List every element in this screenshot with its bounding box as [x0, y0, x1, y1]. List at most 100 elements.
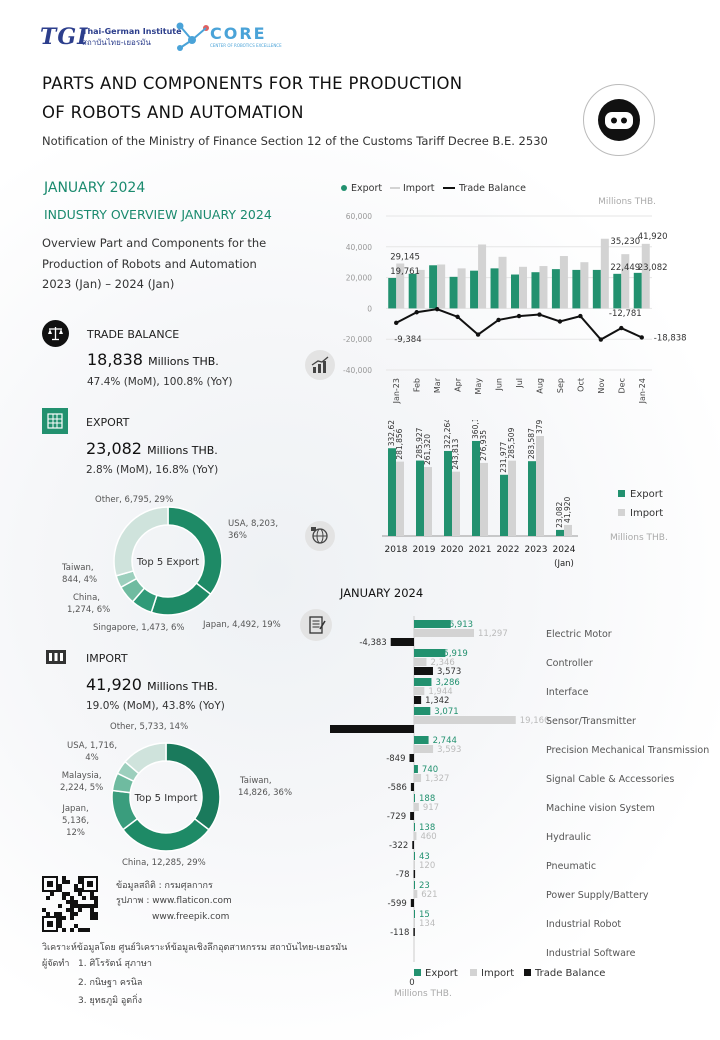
qr-module	[70, 900, 74, 904]
qr-module	[94, 916, 98, 920]
yearly-legend-export-marker	[618, 490, 625, 497]
import-slice-taiwan-label: Taiwan, 14,826, 36%	[238, 775, 292, 799]
components-balance-bar	[414, 667, 433, 675]
components-export-label: 3,071	[434, 707, 458, 717]
components-export-label: 6,913	[449, 620, 473, 630]
import-number: 41,920	[86, 675, 142, 694]
monthly-xtick: Feb	[413, 378, 422, 392]
yearly-import-bar	[396, 461, 404, 536]
components-import-bar	[414, 658, 427, 666]
yearly-import-label: 285,509	[507, 427, 516, 458]
yearly-import-label: 261,320	[423, 434, 432, 465]
yearly-import-bar	[452, 471, 460, 536]
export-icon	[42, 408, 68, 434]
components-import-bar	[414, 629, 474, 637]
export-unit: Millions THB.	[147, 444, 218, 457]
donut-slice-other	[124, 742, 167, 775]
monthly-export-bar	[490, 268, 499, 309]
import-japan-line3: 12%	[66, 828, 85, 838]
qr-module	[90, 908, 94, 912]
components-import-label: 1,944	[428, 687, 452, 697]
yearly-import-bar	[508, 460, 516, 536]
qr-module	[42, 908, 46, 912]
components-category-label: Hydraulic	[546, 832, 591, 843]
page-title-line2: OF ROBOTS AND AUTOMATION	[42, 103, 304, 122]
components-category-label: Industrial Robot	[546, 919, 621, 930]
import-change: 19.0% (MoM), 43.8% (YoY)	[86, 700, 225, 712]
qr-finder-core	[47, 881, 53, 887]
monthly-xtick: Jan-23	[392, 378, 401, 404]
import-japan-line1: Japan,	[62, 804, 89, 814]
monthly-ytick: 0	[367, 304, 372, 313]
components-balance-label: -849	[386, 754, 405, 764]
export-usa-line2: 36%	[228, 531, 247, 541]
qr-module	[70, 912, 74, 916]
yearly-export-bar	[528, 461, 536, 536]
import-label: IMPORT	[86, 652, 128, 665]
import-usa-line1: USA, 1,716,	[67, 741, 118, 751]
qr-module	[66, 908, 70, 912]
components-import-bar	[414, 803, 419, 811]
monthly-export-bar	[388, 277, 397, 309]
components-legend-balance-label: Trade Balance	[534, 968, 605, 979]
yearly-export-bar	[444, 450, 452, 536]
legend-export-marker	[341, 185, 347, 191]
qr-module	[74, 904, 78, 908]
components-import-label: 120	[419, 861, 435, 871]
components-export-bar	[414, 910, 415, 918]
qr-finder	[42, 876, 58, 892]
qr-module	[78, 888, 82, 892]
yearly-export-bar	[472, 440, 480, 536]
components-export-bar	[414, 620, 451, 628]
components-balance-label: -729	[387, 812, 406, 822]
components-unit-note: Millions THB.	[394, 989, 452, 999]
components-import-bar	[414, 716, 516, 724]
components-category-label: Interface	[546, 687, 589, 698]
donut-slice-usa	[167, 506, 223, 596]
import-value: 41,920 Millions THB.	[86, 675, 218, 694]
qr-finder-core	[87, 881, 93, 887]
trade-balance-point	[496, 317, 501, 323]
components-export-bar	[414, 823, 415, 831]
qr-module	[74, 900, 78, 904]
export-slice-japan-label: Japan, 4,492, 19%	[203, 620, 281, 630]
monthly-data-label: 23,082	[638, 263, 668, 273]
monthly-import-bar	[600, 238, 609, 309]
trade-balance-value: 18,838 Millions THB.	[87, 350, 219, 369]
import-donut-center: Top 5 Import	[134, 793, 198, 804]
trade-balance-unit: Millions THB.	[148, 355, 219, 368]
monthly-xtick: May	[474, 378, 483, 395]
import-usa-line2: 4%	[85, 753, 99, 763]
components-export-label: 2,744	[433, 736, 457, 746]
export-china-line2: 1,274, 6%	[67, 605, 111, 615]
overview-desc-line3: 2023 (Jan) – 2024 (Jan)	[42, 277, 175, 291]
qr-code-icon	[42, 876, 98, 932]
monthly-import-bar	[416, 269, 425, 309]
monthly-export-bar	[633, 272, 642, 309]
components-export-bar	[414, 794, 415, 802]
tgi-name: Thai-German Institute สถาบันไทย-เยอรมัน	[82, 26, 182, 48]
qr-module	[58, 916, 62, 920]
monthly-xtick: Apr	[454, 377, 463, 392]
tgi-name-th: สถาบันไทย-เยอรมัน	[82, 38, 151, 47]
trade-balance-point	[557, 319, 563, 324]
monthly-data-label: 19,761	[390, 267, 420, 277]
import-slice-usa-label: USA, 1,716, 4%	[67, 740, 117, 764]
qr-module	[66, 880, 70, 884]
monthly-import-bar	[457, 268, 466, 309]
qr-module	[58, 904, 62, 908]
import-slice-china-label: China, 12,285, 29%	[122, 858, 206, 868]
yearly-export-label: 285,927	[415, 427, 424, 458]
monthly-export-bar	[408, 273, 417, 309]
qr-module	[62, 880, 66, 884]
monthly-export-bar	[511, 274, 519, 309]
qr-module	[94, 896, 98, 900]
trade-balance-point	[414, 310, 419, 315]
qr-module	[74, 924, 78, 928]
authors-label: ผู้จัดทำ	[42, 959, 70, 969]
components-legend-balance-marker	[524, 969, 531, 976]
yearly-export-bar	[500, 474, 508, 536]
components-balance-bar	[413, 870, 416, 878]
qr-module	[54, 912, 58, 916]
components-import-label: 3,593	[437, 745, 461, 755]
